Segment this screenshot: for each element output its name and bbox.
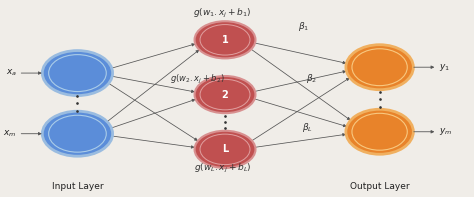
Text: $y_1$: $y_1$ [439, 62, 450, 73]
Ellipse shape [42, 51, 113, 96]
Ellipse shape [194, 21, 255, 58]
Text: $y_m$: $y_m$ [439, 126, 453, 137]
Ellipse shape [194, 131, 255, 168]
Text: $g(w_1.x_j + b_1)$: $g(w_1.x_j + b_1)$ [193, 7, 252, 20]
Text: $x_m$: $x_m$ [3, 128, 17, 139]
Text: Output Layer: Output Layer [350, 182, 410, 191]
Text: $\beta_2$: $\beta_2$ [306, 72, 317, 85]
Ellipse shape [49, 115, 106, 152]
Ellipse shape [200, 25, 250, 55]
Text: $g(w_2.x_j + b_2)$: $g(w_2.x_j + b_2)$ [170, 73, 224, 86]
Ellipse shape [346, 109, 413, 154]
Ellipse shape [346, 45, 413, 90]
Ellipse shape [200, 134, 250, 165]
Ellipse shape [194, 76, 255, 113]
Ellipse shape [49, 55, 106, 92]
Text: $g(w_L.x_j + b_L)$: $g(w_L.x_j + b_L)$ [194, 162, 251, 175]
Ellipse shape [352, 113, 407, 150]
Text: $\beta_1$: $\beta_1$ [298, 20, 309, 33]
Text: $x_a$: $x_a$ [6, 68, 17, 78]
Ellipse shape [352, 49, 407, 86]
Ellipse shape [200, 79, 250, 110]
Text: L: L [222, 144, 228, 154]
Text: Input Layer: Input Layer [52, 182, 103, 191]
Text: $\beta_L$: $\beta_L$ [302, 121, 313, 134]
Text: 2: 2 [222, 90, 228, 100]
Ellipse shape [42, 111, 113, 156]
Text: 1: 1 [222, 35, 228, 45]
